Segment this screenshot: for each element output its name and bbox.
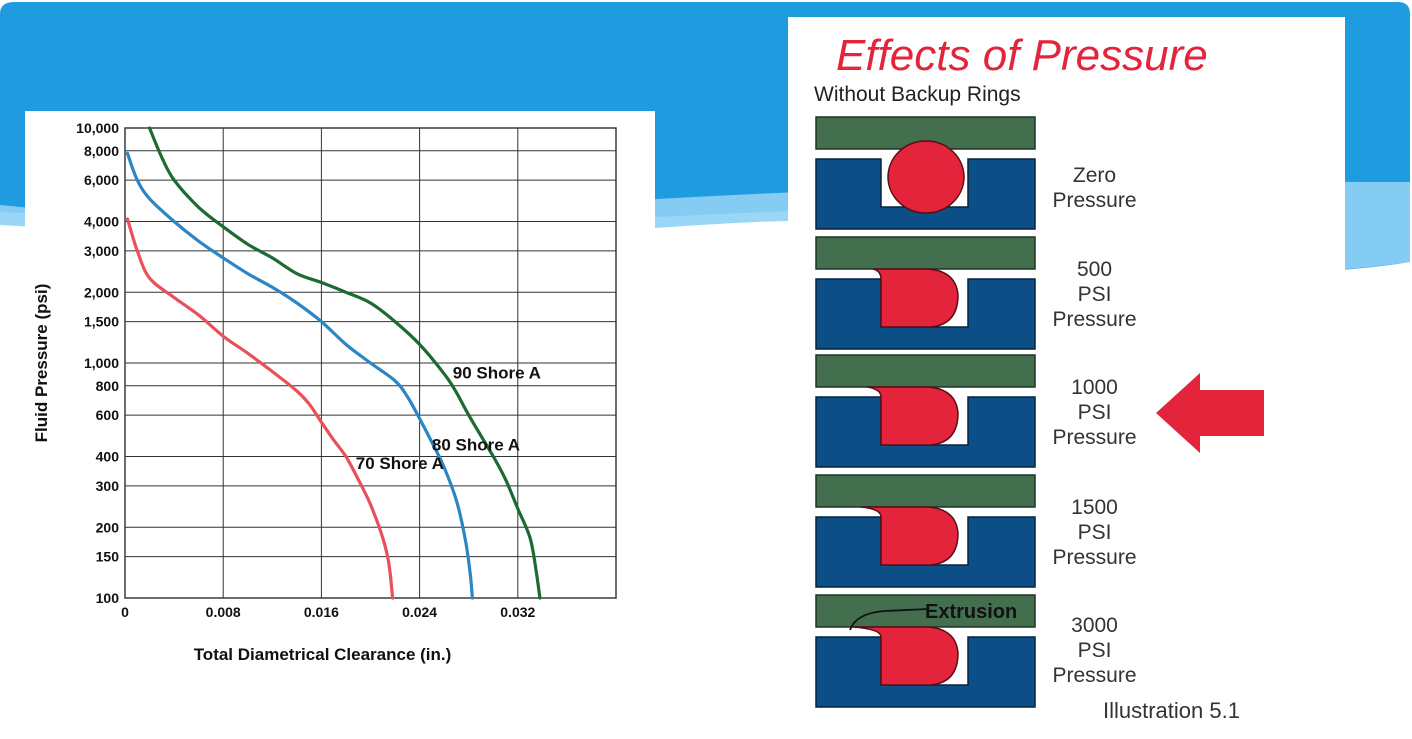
pressure-stage [815, 236, 1036, 350]
gland-block [815, 158, 1036, 230]
series-line-80-shore-a [125, 151, 474, 600]
x-tick-label: 0.016 [304, 604, 339, 620]
diagram-panel: Extrusion Effects of Pressure Without Ba… [788, 17, 1345, 739]
diagram-subtitle: Without Backup Rings [814, 83, 1021, 106]
diagram-title: Effects of Pressure [836, 31, 1208, 80]
y-tick-label: 100 [96, 590, 120, 606]
tick-labels: 100 150 200 300 400 600 800 1,000 1,500 2,000 3,00… [76, 120, 535, 620]
y-tick-label: 6,000 [84, 172, 119, 188]
y-tick-label: 800 [96, 378, 120, 394]
oring-seal [860, 506, 959, 566]
stage-label: 1000 PSI Pressure [1052, 376, 1137, 449]
pressure-stage [815, 354, 1036, 468]
arrow-shape [1156, 373, 1264, 453]
series-line-90-shore-a [147, 126, 542, 600]
extrusion-label: Extrusion [925, 601, 1017, 623]
x-tick-label: 0.008 [206, 604, 241, 620]
y-tick-label: 150 [96, 549, 120, 565]
stage-label: Zero Pressure [1052, 164, 1137, 212]
oring-seal [872, 268, 959, 328]
chart-panel: 100 150 200 300 400 600 800 1,000 1,500 2,000 3,00… [25, 111, 655, 739]
y-tick-label: 4,000 [84, 214, 119, 230]
oring-seal [852, 626, 959, 686]
series-labels: 90 Shore A 80 Shore A70 Shore A [356, 364, 541, 473]
x-tick-label: 0.032 [500, 604, 535, 620]
y-tick-label: 10,000 [76, 120, 119, 136]
series-label: 70 Shore A [356, 454, 444, 473]
pressure-stage [815, 594, 1036, 708]
y-tick-label: 1,500 [84, 314, 119, 330]
oring-seal [866, 386, 959, 446]
x-tick-label: 0 [121, 604, 129, 620]
y-tick-label: 300 [96, 478, 120, 494]
pressure-stage [815, 116, 1036, 230]
x-tick-label: 0.024 [402, 604, 437, 620]
stage-label: 3000 PSI Pressure [1052, 614, 1137, 687]
oring-stage-diagram: Extrusion [815, 116, 1264, 708]
y-axis-title: Fluid Pressure (psi) [32, 284, 51, 443]
backing-plate [815, 354, 1036, 388]
y-tick-label: 600 [96, 407, 120, 423]
stage-label: 500 PSI Pressure [1052, 258, 1137, 331]
extrusion-pointer [849, 608, 929, 631]
x-axis-title: Total Diametrical Clearance (in.) [194, 645, 452, 664]
y-tick-label: 400 [96, 449, 120, 465]
pressure-stage [815, 474, 1036, 588]
stage-label: 1500 PSI Pressure [1052, 496, 1137, 569]
series-label: 90 Shore A [453, 364, 541, 383]
oring-seal [887, 140, 965, 214]
left-arrow-icon [1156, 373, 1264, 453]
y-tick-label: 8,000 [84, 143, 119, 159]
series-line-70-shore-a [125, 217, 395, 600]
backing-plate [815, 236, 1036, 270]
curves [125, 126, 542, 600]
y-tick-label: 3,000 [84, 243, 119, 259]
y-tick-label: 2,000 [84, 284, 119, 300]
illustration-caption: Illustration 5.1 [1103, 698, 1240, 723]
pressure-clearance-chart: 100 150 200 300 400 600 800 1,000 1,500 2,000 3,00… [32, 120, 617, 664]
y-tick-label: 200 [96, 519, 120, 535]
y-tick-label: 1,000 [84, 355, 119, 371]
backing-plate [815, 474, 1036, 508]
backing-plate [815, 594, 1036, 628]
series-label: 80 Shore A [432, 435, 520, 454]
